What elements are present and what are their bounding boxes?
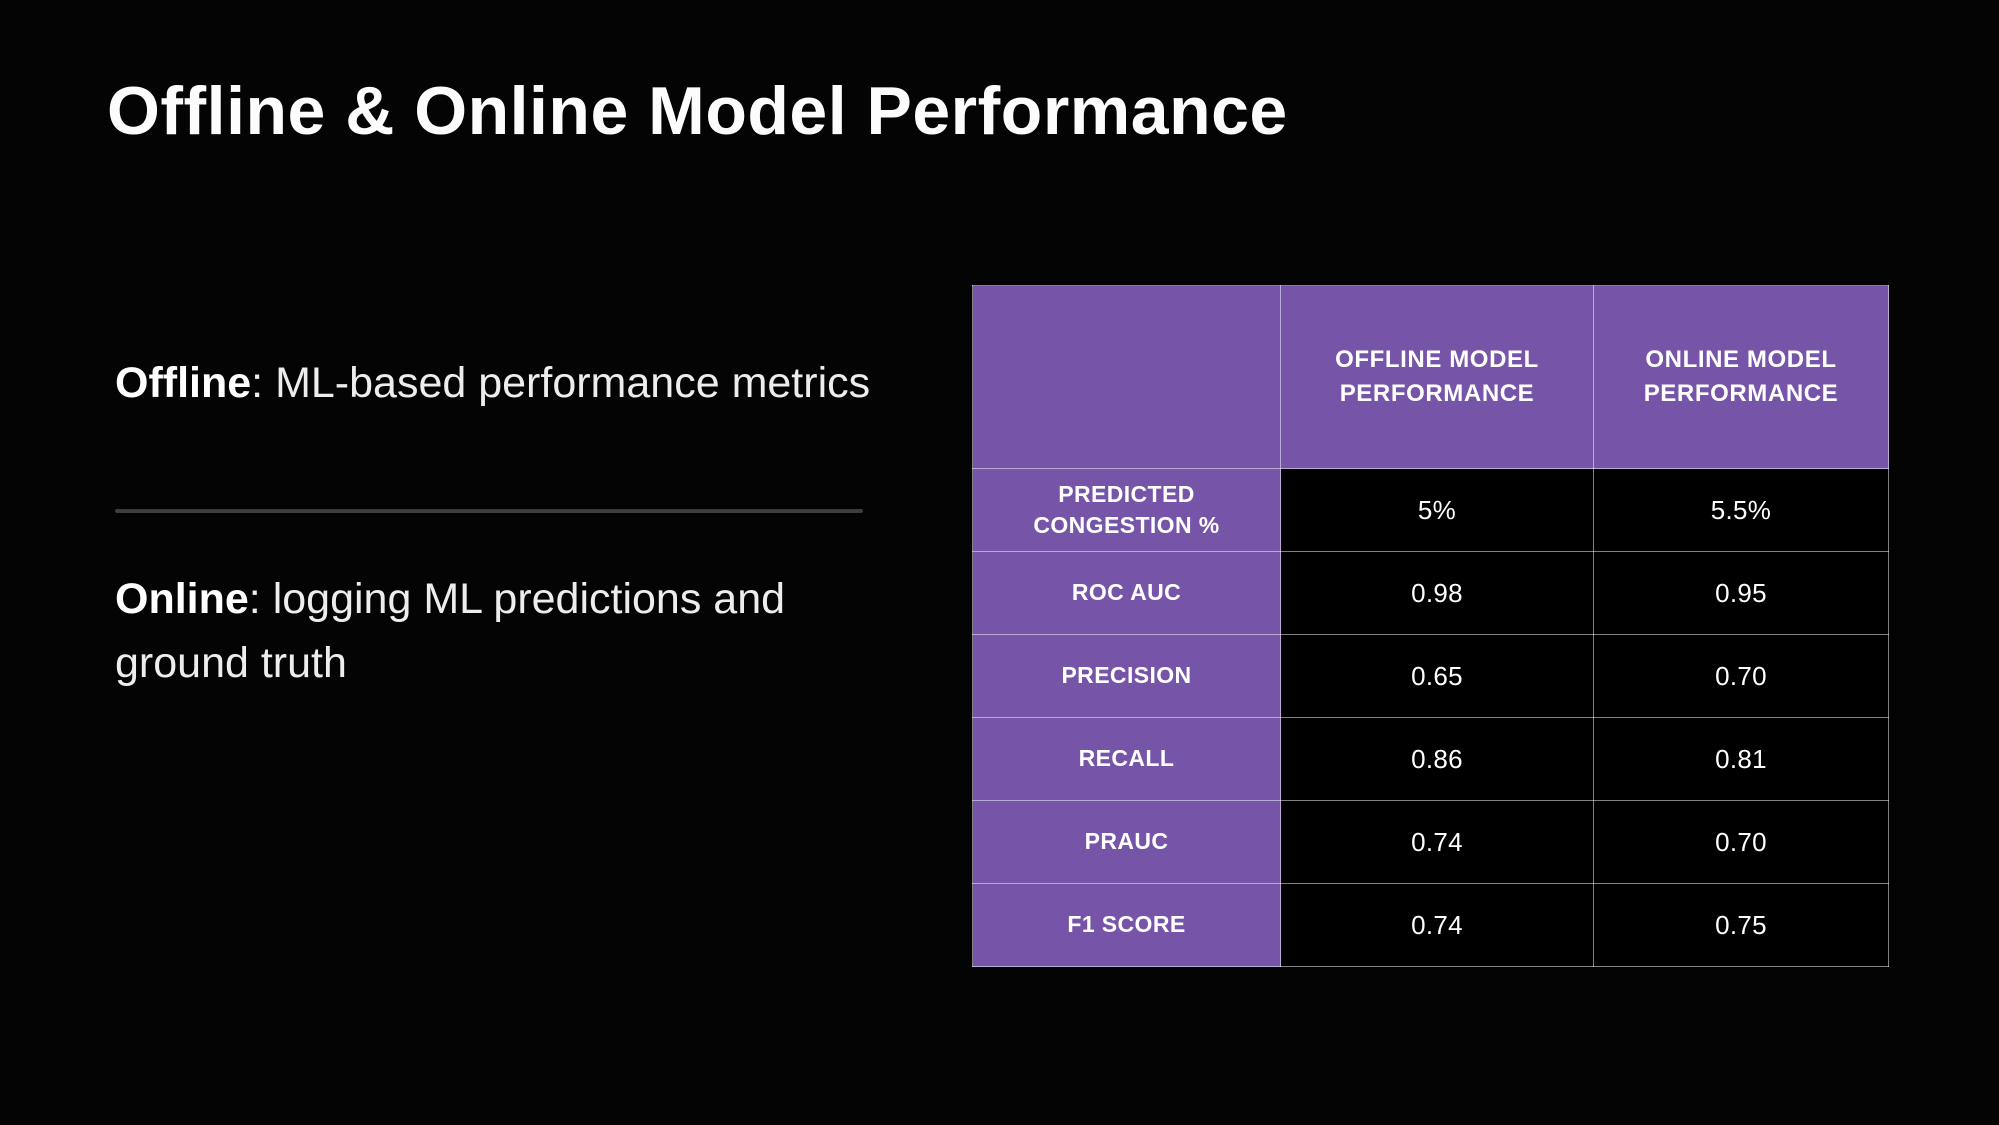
offline-term: Offline — [115, 359, 252, 407]
offline-value: 0.98 — [1280, 551, 1594, 635]
table-row: F1 SCORE 0.74 0.75 — [972, 883, 1889, 967]
divider — [115, 509, 863, 513]
offline-value: 0.65 — [1280, 634, 1594, 718]
offline-value: 5% — [1280, 468, 1594, 552]
table-header-row: OFFLINE MODEL PERFORMANCE ONLINE MODEL P… — [972, 285, 1889, 469]
table-row: PRAUC 0.74 0.70 — [972, 800, 1889, 884]
column-header-online: ONLINE MODEL PERFORMANCE — [1593, 285, 1889, 469]
offline-value: 0.74 — [1280, 883, 1594, 967]
performance-table: OFFLINE MODEL PERFORMANCE ONLINE MODEL P… — [972, 285, 1889, 967]
offline-value: 0.86 — [1280, 717, 1594, 801]
slide-title: Offline & Online Model Performance — [107, 73, 1288, 149]
offline-value: 0.74 — [1280, 800, 1594, 884]
row-label: PREDICTED CONGESTION % — [972, 468, 1281, 552]
online-definition: Online: logging ML predictions and groun… — [115, 568, 875, 695]
online-value: 0.70 — [1593, 634, 1889, 718]
row-label: PRAUC — [972, 800, 1281, 884]
row-label: ROC AUC — [972, 551, 1281, 635]
online-definition-text: : logging ML predictions and ground trut… — [115, 575, 786, 687]
column-header-offline: OFFLINE MODEL PERFORMANCE — [1280, 285, 1594, 469]
row-label: PRECISION — [972, 634, 1281, 718]
online-value: 5.5% — [1593, 468, 1889, 552]
table-row: RECALL 0.86 0.81 — [972, 717, 1889, 801]
online-value: 0.81 — [1593, 717, 1889, 801]
row-label: RECALL — [972, 717, 1281, 801]
online-value: 0.70 — [1593, 800, 1889, 884]
table-row: PREDICTED CONGESTION % 5% 5.5% — [972, 468, 1889, 552]
online-value: 0.75 — [1593, 883, 1889, 967]
offline-definition: Offline: ML-based performance metrics — [115, 352, 875, 416]
online-term: Online — [115, 575, 249, 623]
corner-cell — [972, 285, 1281, 469]
offline-definition-text: : ML-based performance metrics — [251, 359, 871, 407]
row-label: F1 SCORE — [972, 883, 1281, 967]
table-row: ROC AUC 0.98 0.95 — [972, 551, 1889, 635]
definitions-panel: Offline: ML-based performance metrics On… — [115, 352, 875, 687]
table-row: PRECISION 0.65 0.70 — [972, 634, 1889, 718]
online-value: 0.95 — [1593, 551, 1889, 635]
